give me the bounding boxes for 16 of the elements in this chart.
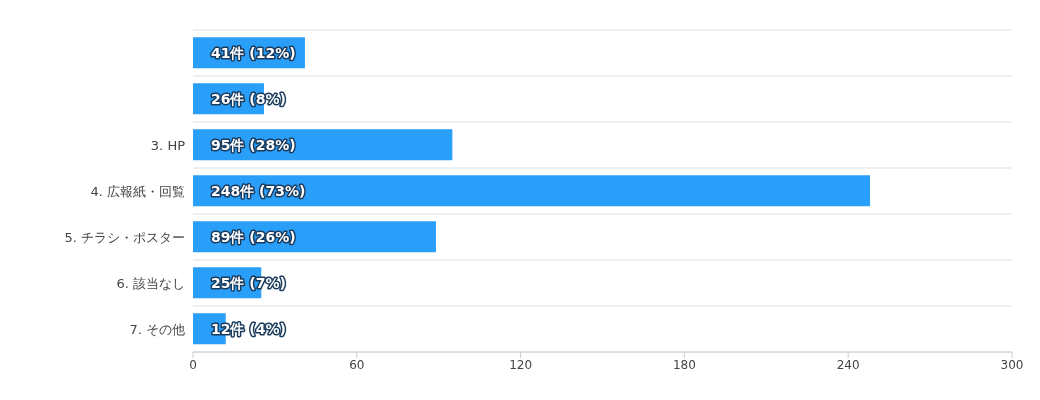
data-label: 41件 (12%) (211, 44, 296, 61)
x-tick-label: 0 (189, 357, 197, 372)
data-label: 95件 (28%) (211, 136, 296, 153)
x-tick-label: 180 (672, 357, 696, 372)
x-tick-label: 60 (349, 357, 365, 372)
y-tick-label: 4. 広報紙・回覧 (90, 183, 185, 199)
x-tick-label: 120 (509, 357, 533, 372)
x-tick-label: 240 (836, 357, 860, 372)
y-tick-label: 7. その他 (129, 321, 185, 337)
x-tick-label: 300 (1000, 357, 1024, 372)
data-label: 89件 (26%) (211, 228, 296, 245)
y-tick-label: 6. 該当なし (116, 275, 185, 291)
bar (193, 175, 871, 207)
y-tick-label: 5. チラシ・ポスター (64, 229, 185, 245)
data-label: 248件 (73%) (211, 182, 306, 199)
y-tick-label: 3. HP (150, 137, 186, 153)
